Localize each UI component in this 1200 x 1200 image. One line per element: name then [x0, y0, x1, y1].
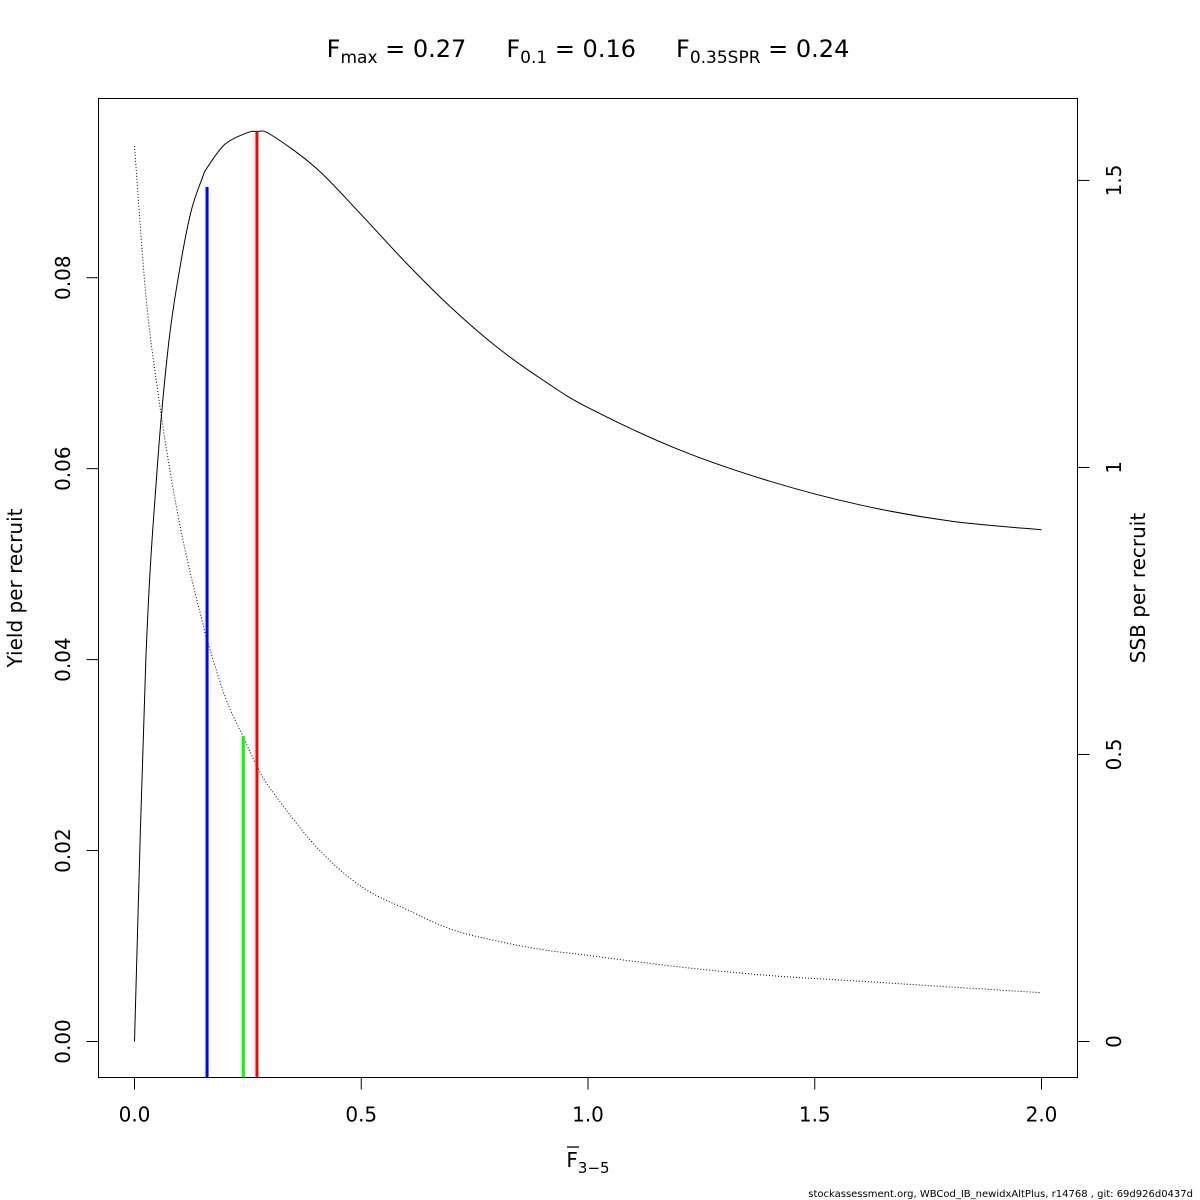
y-left-tick-label: 0.02 [51, 828, 75, 873]
x-axis-label-sub: 3−5 [578, 1159, 610, 1177]
x-tick-label: 0.0 [119, 1103, 151, 1127]
reference-lines [205, 131, 259, 1078]
x-axis: 0.0 0.5 1.0 1.5 2.0 [119, 1077, 1058, 1127]
curves [134, 130, 1042, 1042]
y-right-tick-label: 1.5 [1102, 165, 1126, 197]
y-axis-left-label: Yield per recruit [3, 508, 27, 668]
chart-title: Fmax = 0.27 F0.1 = 0.16 F0.35SPR = 0.24 [327, 35, 850, 68]
y-left-tick-label: 0.04 [51, 637, 75, 682]
x-axis-label: F3−5 [566, 1148, 609, 1177]
x-tick-label: 0.5 [345, 1103, 377, 1127]
ssb-per-recruit-curve [134, 145, 1042, 994]
title-fmax-base: F [327, 35, 341, 63]
title-f01-sub: 0.1 [520, 48, 547, 68]
y-axis-right: 0 0.5 1 1.5 [1077, 165, 1126, 1048]
y-axis-right-label: SSB per recruit [1126, 513, 1150, 664]
title-f01-value: = 0.16 [547, 35, 636, 63]
title-fspr-sub: 0.35SPR [690, 48, 761, 68]
y-axis-left: 0.00 0.02 0.04 0.06 0.08 [51, 255, 99, 1064]
x-tick-label: 1.5 [799, 1103, 831, 1127]
footer-note: stockassessment.org, WBCod_IB_newidxAltP… [808, 1189, 1193, 1200]
y-left-tick-label: 0.06 [51, 446, 75, 491]
plot-frame [98, 98, 1078, 1078]
x-axis-label-base: F [566, 1148, 578, 1172]
title-fspr-value: = 0.24 [761, 35, 850, 63]
yield-per-recruit-curve [134, 130, 1042, 1042]
title-f01-base: F [506, 35, 520, 63]
y-left-tick-label: 0.08 [51, 255, 75, 300]
y-right-tick-label: 1 [1102, 461, 1126, 474]
title-fmax-value: = 0.27 [378, 35, 467, 63]
x-tick-label: 1.0 [572, 1103, 604, 1127]
title-fspr-base: F [676, 35, 690, 63]
title-fmax-sub: max [340, 48, 377, 68]
y-right-tick-label: 0 [1102, 1035, 1126, 1048]
y-left-tick-label: 0.00 [51, 1019, 75, 1064]
y-right-tick-label: 0.5 [1102, 739, 1126, 771]
x-tick-label: 2.0 [1026, 1103, 1058, 1127]
